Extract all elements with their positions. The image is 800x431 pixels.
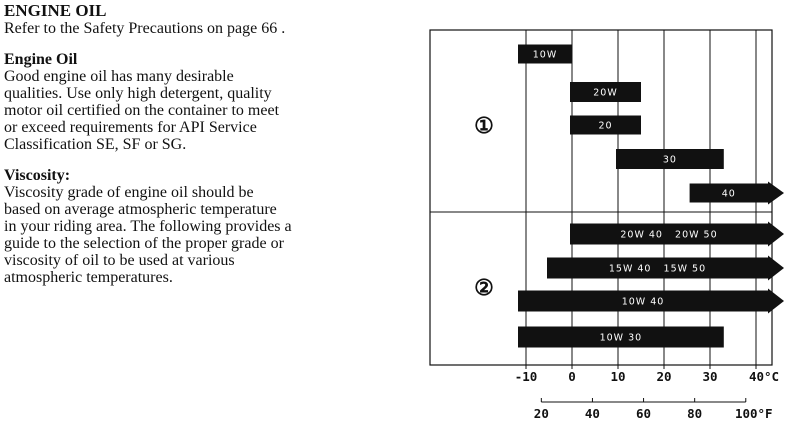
- chart-axes: -10 0 10 20 30 40°C 20 40 60 80 100°F: [515, 365, 779, 421]
- oil-grade-bar: [689, 181, 784, 205]
- body-line: motor oil certified on the container to …: [4, 102, 280, 119]
- oil-grade-bar: [570, 115, 641, 135]
- oil-grade-label: 15W 40 15W 50: [609, 264, 706, 275]
- celsius-tick-label: 10: [610, 369, 625, 384]
- oil-grade-bar: [570, 221, 784, 247]
- group-label: ①: [474, 113, 494, 138]
- celsius-tick-label: 30: [702, 369, 717, 384]
- body-line: based on average atmospheric temperature: [4, 201, 277, 218]
- oil-grade-bar: [616, 149, 724, 169]
- oil-grade-bar: [518, 44, 572, 64]
- oil-grade-bar: [518, 326, 724, 348]
- oil-grade-bar: [518, 288, 784, 314]
- body-line: in your riding area. The following provi…: [4, 218, 292, 235]
- group-label: ②: [474, 275, 494, 300]
- body-line: guide to the selection of the proper gra…: [4, 235, 284, 252]
- oil-grade-label: 40: [722, 189, 736, 200]
- body-line: viscosity of oil to be used at various: [4, 252, 235, 269]
- text-column: ENGINE OIL Refer to the Safety Precautio…: [4, 1, 388, 287]
- engine-oil-body: Good engine oil has many desirable quali…: [4, 68, 388, 153]
- celsius-tick-label: 40°C: [749, 369, 779, 384]
- viscosity-heading: Viscosity:: [4, 167, 71, 184]
- group-labels: ①②: [474, 113, 494, 300]
- fahrenheit-tick-label: 80: [687, 406, 702, 421]
- body-line: Viscosity grade of engine oil should be: [4, 184, 254, 201]
- viscosity-body: Viscosity grade of engine oil should be …: [4, 184, 388, 286]
- body-line: Classification SE, SF or SG.: [4, 136, 187, 153]
- oil-grade-label: 10W 30: [600, 333, 643, 344]
- oil-grade-label: 10W: [533, 50, 557, 61]
- celsius-tick-label: -10: [515, 369, 538, 384]
- fahrenheit-tick-label: 100°F: [735, 406, 773, 421]
- body-line: qualities. Use only high detergent, qual…: [4, 85, 272, 102]
- safety-reference: Refer to the Safety Precautions on page …: [4, 20, 286, 37]
- chart-bars: 10W 20W 20 30 40 20W 40 20W 50 15W 40 15W 50 10…: [518, 44, 784, 348]
- oil-grade-bar: [547, 255, 784, 281]
- oil-grade-label: 20W: [593, 88, 617, 99]
- celsius-tick-label: 20: [656, 369, 671, 384]
- oil-grade-label: 10W 40: [622, 297, 665, 308]
- fahrenheit-tick-label: 40: [585, 406, 600, 421]
- body-line: Good engine oil has many desirable: [4, 68, 234, 85]
- oil-grade-label: 20W 40 20W 50: [620, 230, 717, 241]
- oil-grade-bar: [570, 82, 641, 102]
- engine-oil-heading: Engine Oil: [4, 51, 78, 68]
- oil-grade-label: 20: [598, 121, 612, 132]
- body-line: atmospheric temperatures.: [4, 269, 173, 286]
- fahrenheit-tick-label: 20: [534, 406, 549, 421]
- oil-grade-label: 30: [663, 155, 677, 166]
- celsius-tick-label: 0: [568, 369, 576, 384]
- fahrenheit-tick-label: 60: [636, 406, 651, 421]
- section-title: ENGINE OIL: [4, 1, 107, 20]
- body-line: or exceed requirements for API Service: [4, 119, 257, 136]
